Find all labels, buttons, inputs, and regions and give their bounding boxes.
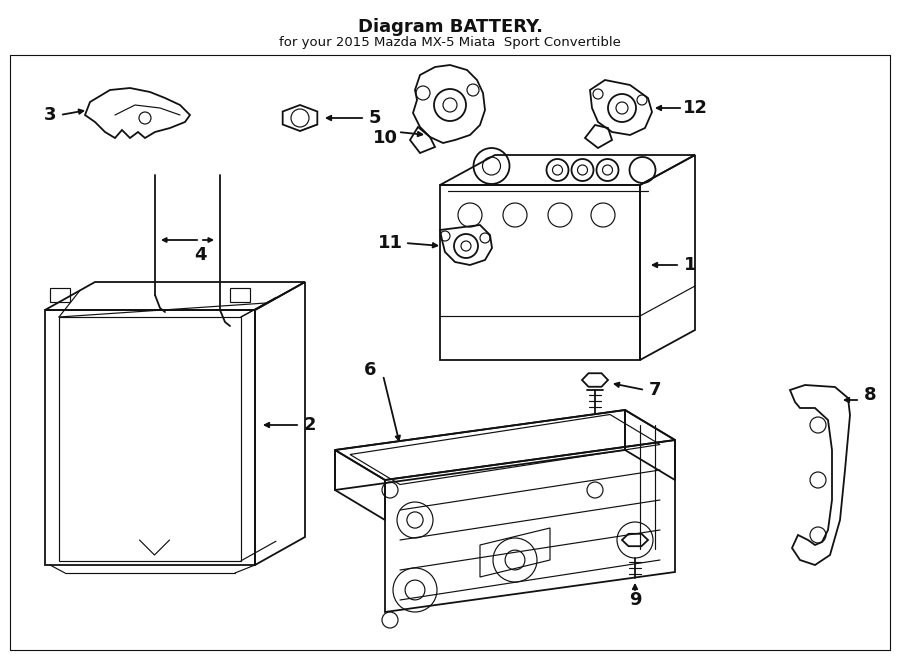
Text: 4: 4 (194, 246, 206, 264)
Text: for your 2015 Mazda MX-5 Miata  Sport Convertible: for your 2015 Mazda MX-5 Miata Sport Con… (279, 36, 621, 49)
Text: 7: 7 (649, 381, 662, 399)
Text: 3: 3 (44, 106, 56, 124)
Text: 11: 11 (377, 234, 402, 252)
Text: 12: 12 (682, 99, 707, 117)
Text: 9: 9 (629, 591, 641, 609)
Text: 6: 6 (364, 361, 376, 379)
Text: Diagram BATTERY.: Diagram BATTERY. (357, 18, 543, 36)
Text: 2: 2 (304, 416, 316, 434)
Text: 10: 10 (373, 129, 398, 147)
Text: 1: 1 (684, 256, 697, 274)
Text: 5: 5 (369, 109, 382, 127)
Text: 8: 8 (864, 386, 877, 404)
